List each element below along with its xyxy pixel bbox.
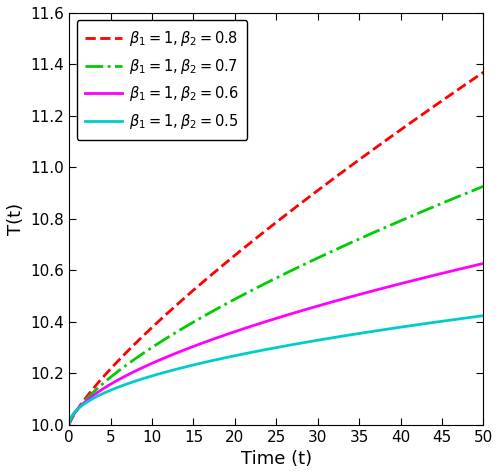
$\beta_1 = 1, \beta_2 = 0.5$ — [234, 352, 239, 358]
$\beta_1 = 1, \beta_2 = 0.8$ — [108, 365, 114, 370]
$\beta_1 = 1, \beta_2 = 0.8$ — [396, 128, 402, 133]
$\beta_1 = 1, \beta_2 = 0.8$ — [248, 239, 254, 245]
$\beta_1 = 1, \beta_2 = 0.6$ — [234, 328, 239, 334]
$\beta_1 = 1, \beta_2 = 0.7$ — [396, 218, 402, 224]
$\beta_1 = 1, \beta_2 = 0.8$ — [480, 69, 486, 75]
$\beta_1 = 1, \beta_2 = 0.8$ — [234, 251, 239, 256]
$\beta_1 = 1, \beta_2 = 0.8$ — [350, 161, 356, 167]
$\beta_1 = 1, \beta_2 = 0.7$ — [248, 287, 254, 293]
Line: $\beta_1 = 1, \beta_2 = 0.7$: $\beta_1 = 1, \beta_2 = 0.7$ — [69, 186, 484, 425]
$\beta_1 = 1, \beta_2 = 0.7$ — [66, 422, 72, 428]
$\beta_1 = 1, \beta_2 = 0.5$ — [480, 313, 486, 319]
$\beta_1 = 1, \beta_2 = 0.8$ — [389, 133, 395, 139]
$\beta_1 = 1, \beta_2 = 0.6$ — [350, 293, 356, 299]
$\beta_1 = 1, \beta_2 = 0.7$ — [108, 373, 114, 379]
$\beta_1 = 1, \beta_2 = 0.6$ — [480, 261, 486, 266]
$\beta_1 = 1, \beta_2 = 0.6$ — [108, 381, 114, 387]
Line: $\beta_1 = 1, \beta_2 = 0.5$: $\beta_1 = 1, \beta_2 = 0.5$ — [69, 316, 484, 425]
Legend: $\beta_1 = 1, \beta_2 = 0.8$, $\beta_1 = 1, \beta_2 = 0.7$, $\beta_1 = 1, \beta_: $\beta_1 = 1, \beta_2 = 0.8$, $\beta_1 =… — [76, 20, 247, 140]
$\beta_1 = 1, \beta_2 = 0.7$ — [234, 295, 239, 301]
$\beta_1 = 1, \beta_2 = 0.6$ — [248, 323, 254, 329]
$\beta_1 = 1, \beta_2 = 0.5$ — [350, 332, 356, 337]
$\beta_1 = 1, \beta_2 = 0.6$ — [66, 422, 72, 428]
Line: $\beta_1 = 1, \beta_2 = 0.8$: $\beta_1 = 1, \beta_2 = 0.8$ — [69, 72, 484, 425]
$\beta_1 = 1, \beta_2 = 0.8$ — [66, 422, 72, 428]
Line: $\beta_1 = 1, \beta_2 = 0.6$: $\beta_1 = 1, \beta_2 = 0.6$ — [69, 264, 484, 425]
$\beta_1 = 1, \beta_2 = 0.7$ — [389, 221, 395, 227]
$\beta_1 = 1, \beta_2 = 0.7$ — [350, 238, 356, 244]
X-axis label: Time (t): Time (t) — [241, 450, 312, 468]
$\beta_1 = 1, \beta_2 = 0.5$ — [108, 387, 114, 393]
$\beta_1 = 1, \beta_2 = 0.6$ — [396, 281, 402, 287]
$\beta_1 = 1, \beta_2 = 0.6$ — [389, 283, 395, 289]
$\beta_1 = 1, \beta_2 = 0.5$ — [66, 422, 72, 428]
$\beta_1 = 1, \beta_2 = 0.5$ — [248, 350, 254, 355]
$\beta_1 = 1, \beta_2 = 0.5$ — [389, 325, 395, 331]
Y-axis label: T(t): T(t) — [7, 203, 25, 235]
$\beta_1 = 1, \beta_2 = 0.5$ — [396, 324, 402, 330]
$\beta_1 = 1, \beta_2 = 0.7$ — [480, 183, 486, 189]
